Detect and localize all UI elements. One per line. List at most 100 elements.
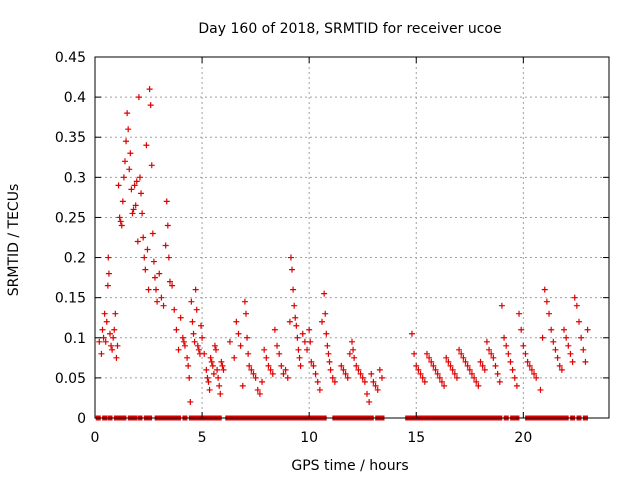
data-point	[546, 310, 553, 317]
data-point	[543, 298, 550, 305]
data-point	[111, 326, 118, 333]
data-point	[126, 166, 133, 173]
data-point	[323, 330, 330, 337]
data-point	[449, 366, 456, 373]
data-point	[368, 370, 375, 377]
data-point	[105, 254, 112, 261]
data-point	[582, 358, 589, 365]
data-point	[156, 270, 163, 277]
data-point	[342, 370, 349, 377]
data-point	[130, 206, 137, 213]
data-point	[195, 346, 202, 353]
data-point	[453, 374, 460, 381]
data-point	[278, 362, 285, 369]
data-point	[244, 334, 251, 341]
data-point	[207, 354, 214, 361]
x-axis-label: GPS time / hours	[291, 458, 408, 474]
data-point	[363, 390, 370, 397]
data-point	[580, 346, 587, 353]
data-point	[231, 354, 238, 361]
data-point	[438, 378, 445, 385]
data-point	[556, 362, 563, 369]
plot-frame	[94, 56, 610, 419]
data-point	[117, 218, 124, 225]
data-point	[133, 178, 140, 185]
data-point	[516, 310, 523, 317]
data-point	[486, 346, 493, 353]
data-point	[374, 386, 381, 393]
data-point	[245, 350, 252, 357]
data-point	[256, 390, 263, 397]
data-point	[114, 342, 121, 349]
data-point	[434, 370, 441, 377]
data-point	[194, 342, 201, 349]
data-point	[376, 366, 383, 373]
data-point	[316, 386, 323, 393]
data-point	[123, 138, 130, 145]
data-point	[372, 382, 379, 389]
data-point	[204, 374, 211, 381]
data-point	[125, 126, 132, 133]
x-tick-label: 20	[514, 430, 532, 446]
data-point	[180, 338, 187, 345]
data-point	[552, 346, 559, 353]
data-point	[115, 182, 122, 189]
data-point	[301, 338, 308, 345]
data-point	[526, 362, 533, 369]
data-point	[496, 378, 503, 385]
data-point	[199, 334, 206, 341]
data-point	[569, 358, 576, 365]
data-point	[150, 258, 157, 265]
data-point	[471, 374, 478, 381]
data-point	[162, 242, 169, 249]
data-point	[98, 350, 105, 357]
data-point	[296, 354, 303, 361]
data-point	[479, 362, 486, 369]
data-point	[432, 366, 439, 373]
data-point	[112, 310, 119, 317]
data-point	[213, 346, 220, 353]
data-point	[177, 314, 184, 321]
data-point	[104, 282, 111, 289]
data-point	[185, 362, 192, 369]
data-point	[554, 354, 561, 361]
data-point	[237, 342, 244, 349]
data-point	[290, 286, 297, 293]
data-point	[329, 374, 336, 381]
data-point	[206, 386, 213, 393]
y-tick-label: 0.4	[64, 90, 86, 106]
data-point	[124, 110, 131, 117]
data-point	[214, 366, 221, 373]
data-point	[267, 366, 274, 373]
data-point	[205, 378, 212, 385]
data-point	[359, 374, 366, 381]
data-point	[408, 330, 415, 337]
data-point	[246, 362, 253, 369]
data-point	[423, 350, 430, 357]
data-point	[518, 326, 525, 333]
data-point	[539, 334, 546, 341]
data-point	[109, 346, 116, 353]
data-point	[533, 374, 540, 381]
data-point	[139, 210, 146, 217]
data-point	[413, 362, 420, 369]
data-point	[314, 378, 321, 385]
data-point	[263, 354, 270, 361]
data-point	[192, 286, 199, 293]
data-point	[136, 174, 143, 181]
data-point	[378, 374, 385, 381]
data-point	[509, 366, 516, 373]
data-point	[189, 318, 196, 325]
data-point	[226, 338, 233, 345]
data-point	[524, 358, 531, 365]
data-point	[132, 202, 139, 209]
data-point	[456, 346, 463, 353]
data-point	[235, 330, 242, 337]
data-point	[357, 370, 364, 377]
data-point	[149, 230, 156, 237]
data-point	[349, 338, 355, 345]
data-point	[184, 354, 191, 361]
data-point	[419, 374, 426, 381]
data-point	[466, 366, 473, 373]
data-point	[169, 282, 176, 289]
